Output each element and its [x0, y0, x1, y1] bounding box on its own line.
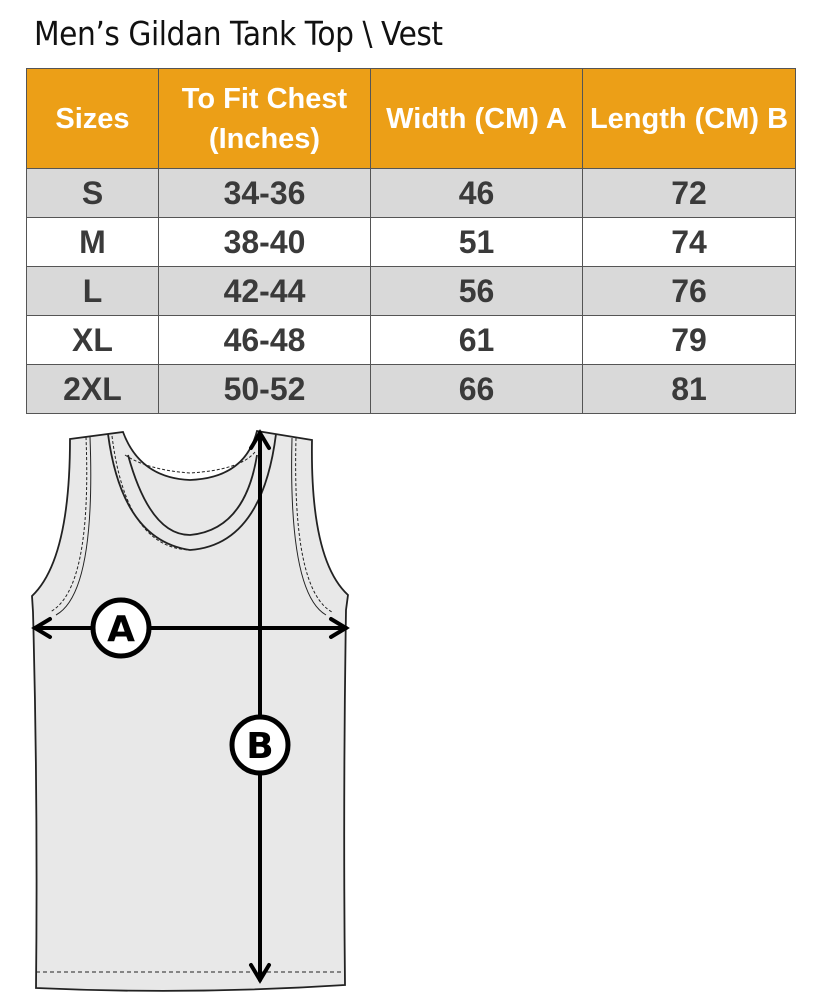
cell-length: 81 — [582, 364, 796, 414]
cell-width: 61 — [370, 315, 583, 365]
cell-chest: 50-52 — [158, 364, 371, 414]
header-length: Length (CM) B — [582, 68, 796, 169]
cell-length: 76 — [582, 266, 796, 316]
cell-chest: 46-48 — [158, 315, 371, 365]
cell-width: 66 — [370, 364, 583, 414]
cell-length: 79 — [582, 315, 796, 365]
page-title: Men’s Gildan Tank Top \ Vest — [34, 14, 443, 53]
marker-a-circle — [90, 597, 152, 659]
table-row: XL 46-48 61 79 — [26, 315, 796, 365]
cell-width: 51 — [370, 217, 583, 267]
cell-size: L — [26, 266, 159, 316]
header-chest: To Fit Chest (Inches) — [158, 68, 371, 169]
cell-chest: 42-44 — [158, 266, 371, 316]
table-row: L 42-44 56 76 — [26, 266, 796, 316]
table-row: 2XL 50-52 66 81 — [26, 364, 796, 414]
size-chart-table: Sizes To Fit Chest (Inches) Width (CM) A… — [26, 68, 796, 414]
cell-width: 46 — [370, 168, 583, 218]
neck-band — [107, 433, 277, 551]
cell-size: 2XL — [26, 364, 159, 414]
header-width: Width (CM) A — [370, 68, 583, 169]
cell-width: 56 — [370, 266, 583, 316]
table-row: S 34-36 46 72 — [26, 168, 796, 218]
tank-top-diagram: A B — [31, 429, 350, 992]
cell-size: S — [26, 168, 159, 218]
cell-chest: 34-36 — [158, 168, 371, 218]
table-row: M 38-40 51 74 — [26, 217, 796, 267]
cell-length: 72 — [582, 168, 796, 218]
tank-body — [31, 429, 349, 992]
table-header-row: Sizes To Fit Chest (Inches) Width (CM) A… — [26, 68, 796, 169]
cell-size: M — [26, 217, 159, 267]
header-sizes: Sizes — [26, 68, 159, 169]
marker-b-circle — [229, 714, 291, 776]
cell-size: XL — [26, 315, 159, 365]
marker-a-label: A — [107, 609, 135, 650]
marker-b-label: B — [246, 726, 273, 767]
cell-length: 74 — [582, 217, 796, 267]
cell-chest: 38-40 — [158, 217, 371, 267]
